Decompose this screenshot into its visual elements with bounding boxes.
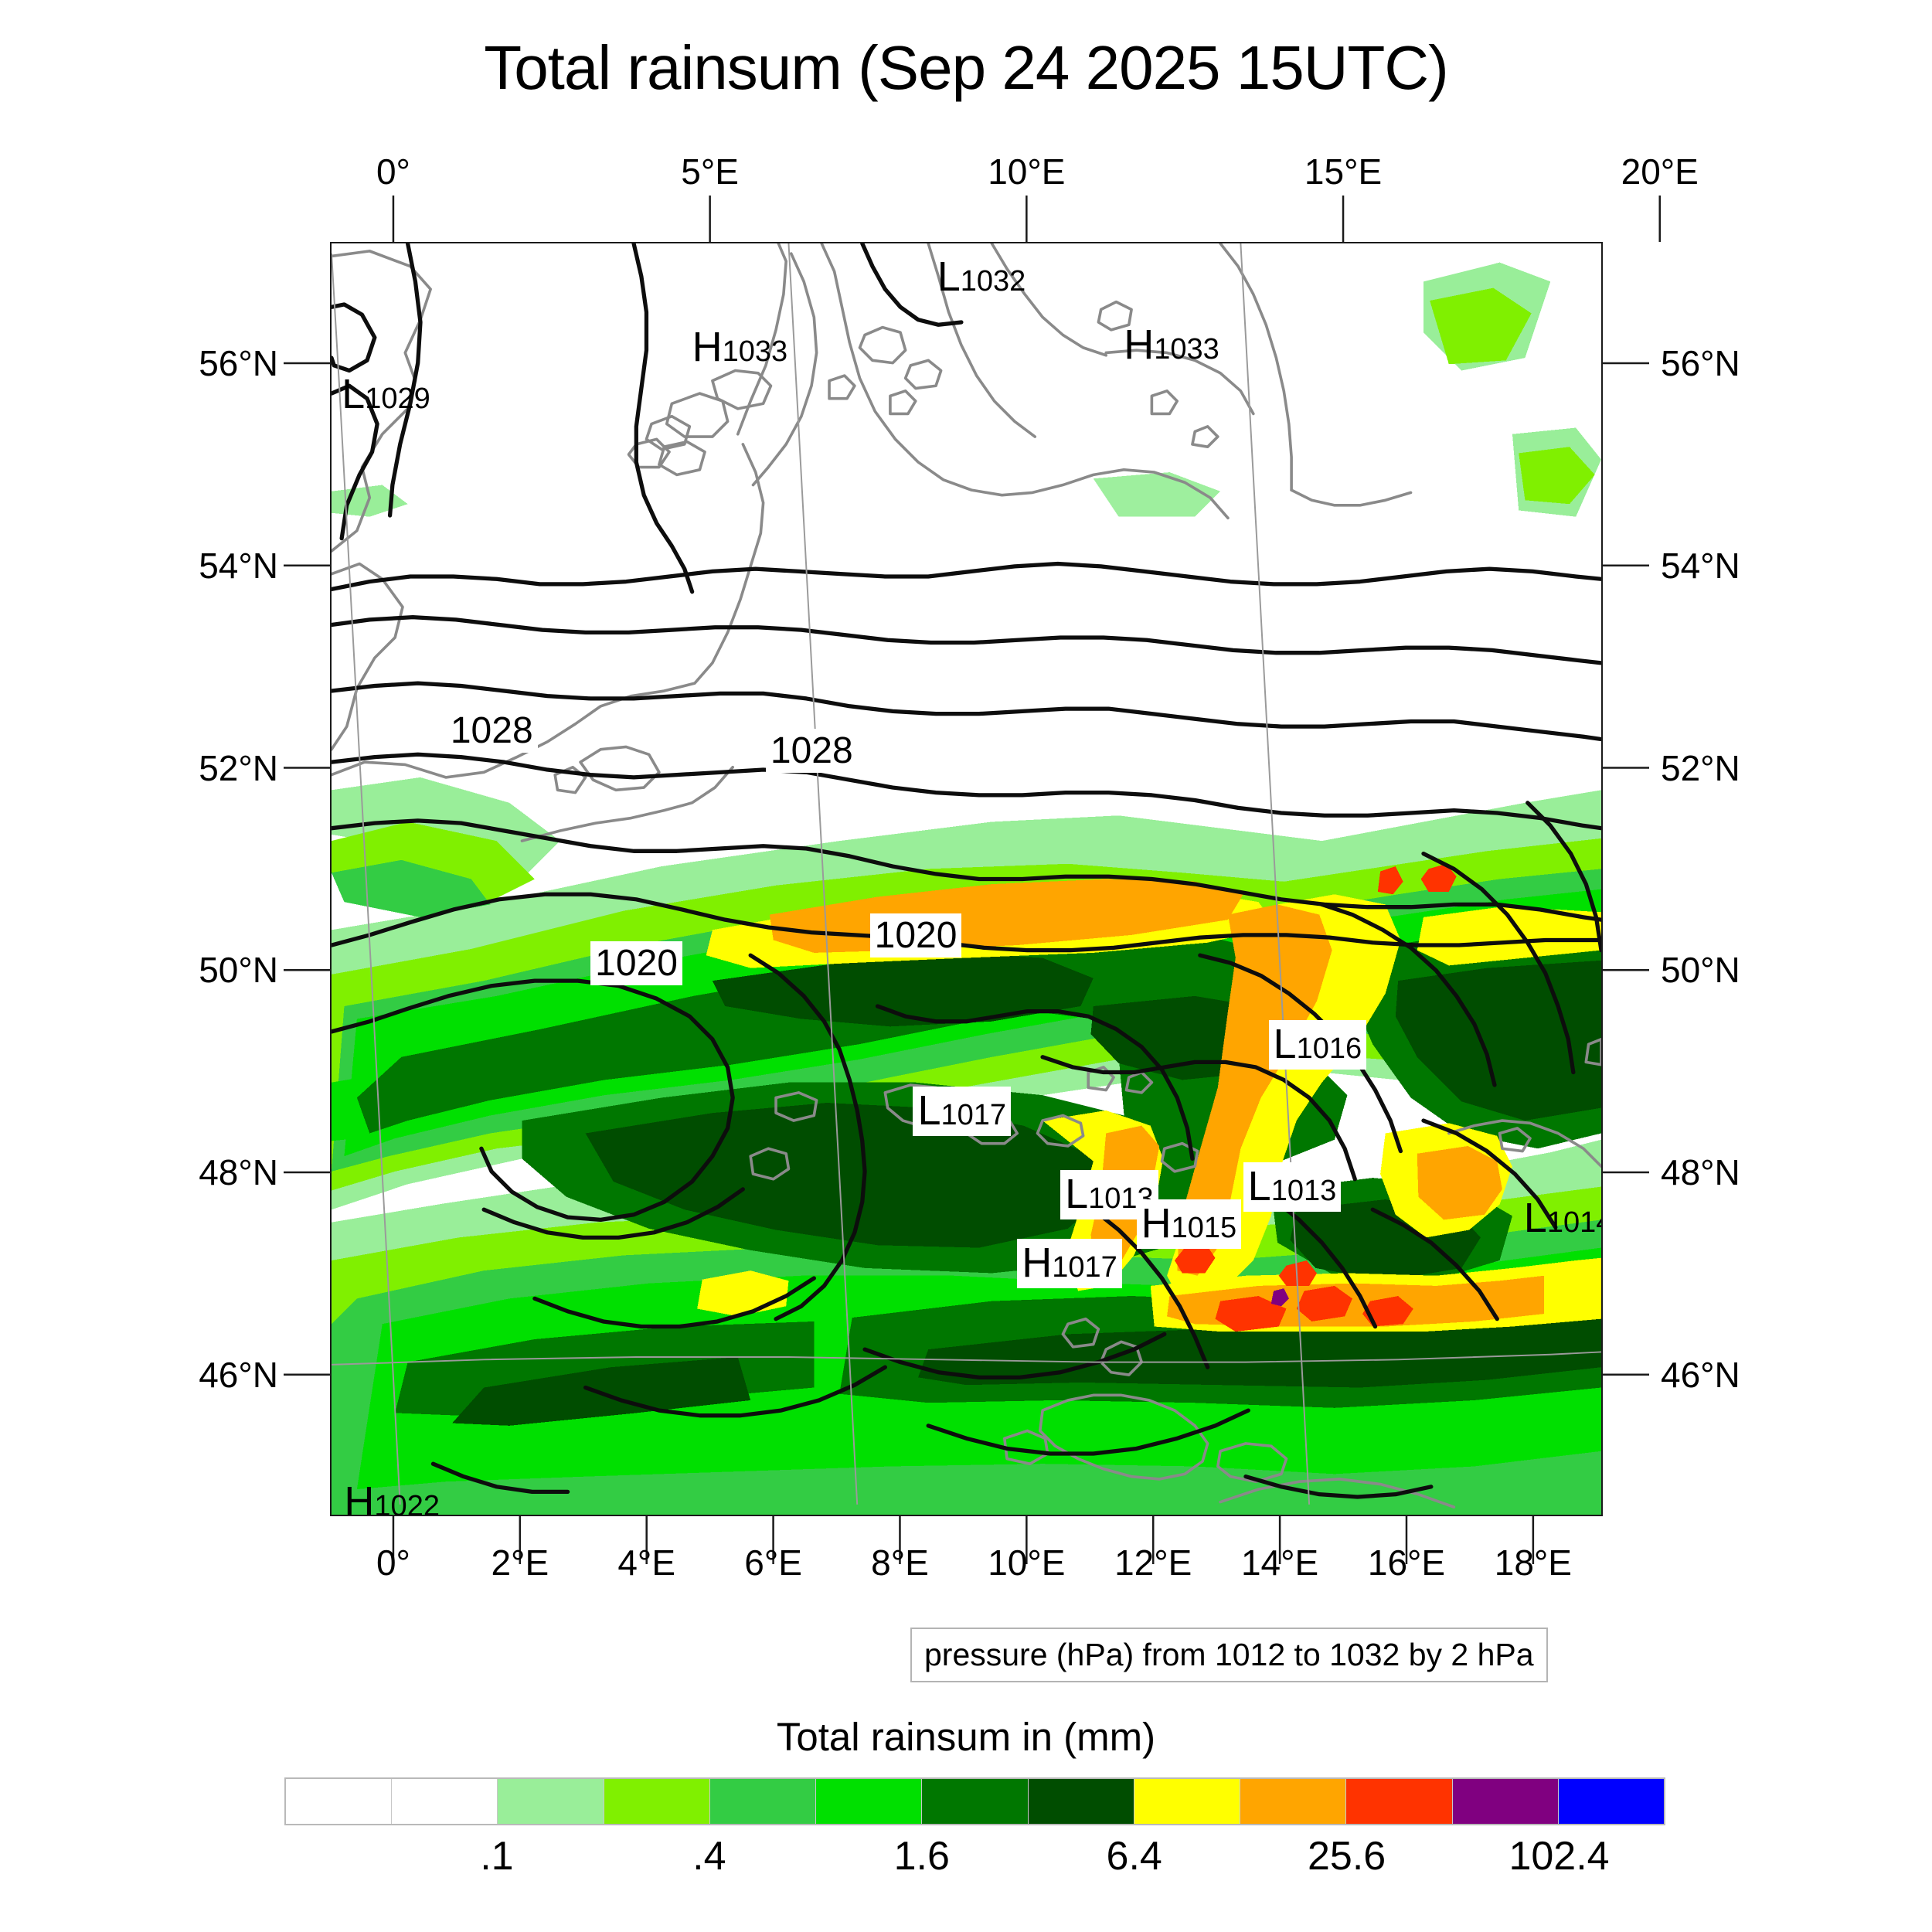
pressure-centre-layer: L1032 H1033 H1033 L1029 L1016 L1017 L1013 L1013… — [332, 243, 1601, 1515]
pressure-centre-l-1016: L1016 — [1268, 1020, 1367, 1070]
colorbar-segment-11[interactable] — [1452, 1779, 1559, 1824]
right-axis-label: 54°N — [1661, 545, 1740, 586]
precipitation-shading — [332, 262, 1601, 1515]
colorbar-tick-label: .4 — [692, 1834, 726, 1879]
left-axis-label: 48°N — [199, 1152, 278, 1193]
colorbar-segment-6[interactable] — [922, 1779, 1029, 1824]
pressure-centre-value: 1022 — [374, 1489, 440, 1516]
colorbar-segment-1[interactable] — [392, 1779, 498, 1824]
bottom-axis-label: 6°E — [744, 1543, 802, 1583]
bottom-axis-label: 4°E — [617, 1543, 676, 1583]
pressure-centre-h-1033: H1033 — [692, 326, 788, 368]
pressure-centre-type: H — [1141, 1200, 1172, 1247]
pressure-centre-value: 1013 — [1270, 1175, 1337, 1208]
top-axis-label: 15°E — [1304, 151, 1383, 192]
colorbar-tick-label: 25.6 — [1308, 1834, 1386, 1879]
colorbar-tick-label: .1 — [480, 1834, 514, 1879]
bottom-axis-label: 10°E — [988, 1543, 1066, 1583]
left-axis-label: 56°N — [199, 343, 278, 384]
bottom-axis-label: 2°E — [491, 1543, 549, 1583]
pressure-centre-l-1013: L1013 — [1060, 1170, 1158, 1220]
pressure-centre-type: H — [1124, 321, 1155, 368]
colorbar-segment-0[interactable] — [286, 1779, 393, 1824]
pressure-centre-type: L — [917, 1087, 941, 1134]
right-axis-label: 46°N — [1661, 1354, 1740, 1395]
page-title: Total rainsum (Sep 24 2025 15UTC) — [484, 33, 1449, 102]
pressure-centre-type: L — [1247, 1163, 1271, 1210]
top-axis-label: 0° — [376, 151, 410, 192]
top-axis-label: 20°E — [1621, 151, 1699, 192]
colorbar-tick-label: 6.4 — [1106, 1834, 1162, 1879]
left-axis-label: 50°N — [199, 950, 278, 991]
contour-label-1020: 1020 — [590, 941, 682, 986]
pressure-centre-type: L — [1065, 1171, 1089, 1218]
pressure-centre-l-1013: L1013 — [1243, 1162, 1342, 1213]
pressure-centre-h-1022: H1022 — [344, 1478, 440, 1516]
map-plot-area: L1032 H1033 H1033 L1029 L1016 L1017 L1013 L1013… — [330, 242, 1603, 1516]
bottom-axis-label: 8°E — [871, 1543, 929, 1583]
pressure-centre-type: H — [692, 323, 723, 370]
contour-label-1028: 1028 — [765, 729, 858, 774]
right-axis-label: 52°N — [1661, 747, 1740, 788]
pressure-centre-value: 1033 — [722, 335, 788, 368]
colorbar-tick-label: 1.6 — [893, 1834, 950, 1879]
pressure-legend: pressure (hPa) from 1012 to 1032 by 2 hP… — [910, 1628, 1548, 1682]
pressure-centre-type: H — [1022, 1240, 1053, 1287]
colorbar-segment-12[interactable] — [1558, 1779, 1665, 1824]
colorbar-title: Total rainsum in (mm) — [776, 1715, 1156, 1759]
pressure-centre-h-1017: H1017 — [1017, 1239, 1122, 1289]
contour-label-layer: 1028 1028 1020 1020 — [332, 243, 1601, 1515]
pressure-centre-l-1032: L1032 — [937, 256, 1026, 298]
left-axis-label: 52°N — [199, 747, 278, 788]
colorbar-tick-label: 102.4 — [1509, 1834, 1610, 1879]
pressure-centre-h-1033: H1033 — [1124, 324, 1219, 366]
pressure-centre-type: L — [1273, 1021, 1297, 1068]
bottom-axis-label: 14°E — [1240, 1543, 1319, 1583]
pressure-centre-value: 1014 — [1546, 1206, 1601, 1239]
left-axis-label: 46°N — [199, 1354, 278, 1395]
map-canvas — [332, 243, 1601, 1515]
pressure-centre-l-1014: L1014 — [1523, 1194, 1601, 1241]
colorbar-segment-2[interactable] — [498, 1779, 604, 1824]
bottom-axis-label: 18°E — [1494, 1543, 1572, 1583]
colorbar-segment-5[interactable] — [816, 1779, 923, 1824]
contour-label-1020: 1020 — [869, 913, 962, 957]
contour-label-1028: 1028 — [445, 709, 538, 753]
bottom-axis-label: 12°E — [1114, 1543, 1192, 1583]
colorbar-segment-10[interactable] — [1346, 1779, 1453, 1824]
colorbar-segment-3[interactable] — [604, 1779, 710, 1824]
pressure-centre-l-1029: L1029 — [342, 373, 430, 415]
pressure-centre-type: L — [342, 370, 366, 417]
right-axis-label: 48°N — [1661, 1152, 1740, 1193]
bottom-axis-label: 0° — [376, 1543, 410, 1583]
pressure-centre-h-1015: H1015 — [1136, 1199, 1242, 1250]
isobar-contours — [332, 243, 1601, 1499]
colorbar-segment-7[interactable] — [1028, 1779, 1134, 1824]
pressure-centre-value: 1017 — [940, 1098, 1007, 1131]
pressure-centre-l-1017: L1017 — [913, 1086, 1012, 1136]
graticule — [332, 243, 1601, 1505]
pressure-centre-value: 1016 — [1296, 1032, 1362, 1066]
bottom-axis-label: 16°E — [1367, 1543, 1446, 1583]
pressure-centre-value: 1017 — [1052, 1251, 1117, 1284]
colorbar-segment-8[interactable] — [1134, 1779, 1241, 1824]
coastlines-layer — [332, 243, 1601, 1509]
pressure-centre-value: 1032 — [960, 265, 1026, 298]
colorbar[interactable] — [284, 1777, 1665, 1825]
right-axis-label: 56°N — [1661, 343, 1740, 384]
right-axis-label: 50°N — [1661, 950, 1740, 991]
colorbar-tick-labels: .1 .4 1.6 6.4 25.6 102.4 — [0, 1833, 1932, 1903]
pressure-centre-value: 1033 — [1154, 332, 1219, 366]
pressure-centre-value: 1029 — [365, 382, 430, 415]
left-axis-label: 54°N — [199, 545, 278, 586]
colorbar-segment-9[interactable] — [1240, 1779, 1347, 1824]
pressure-centre-value: 1015 — [1171, 1212, 1237, 1245]
pressure-centre-type: L — [937, 253, 961, 301]
pressure-centre-type: L — [1523, 1194, 1547, 1241]
top-axis-label: 5°E — [681, 151, 739, 192]
top-axis-label: 10°E — [988, 151, 1066, 192]
colorbar-segment-4[interactable] — [709, 1779, 817, 1824]
pressure-centre-type: H — [344, 1478, 375, 1516]
